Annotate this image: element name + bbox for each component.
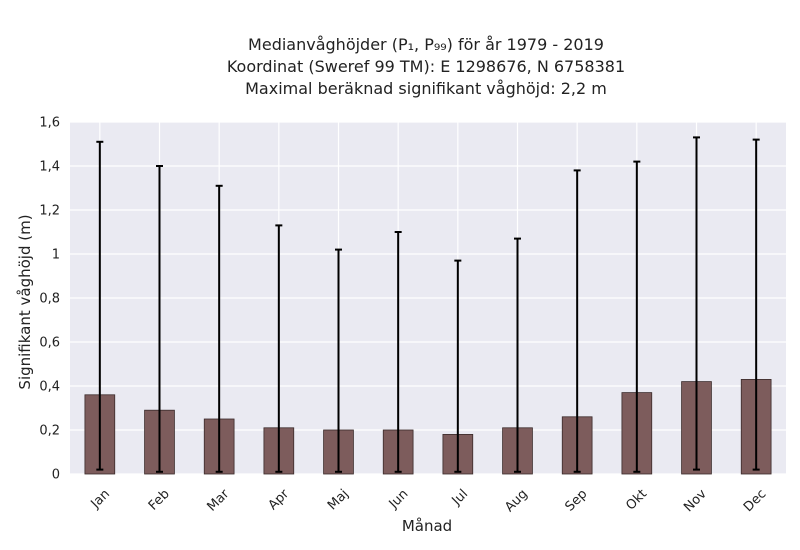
y-tick-label: 1 [52, 248, 60, 263]
x-tick-label: Maj [325, 487, 352, 514]
error-bar-aug [514, 237, 521, 473]
x-tick-labels: Jan Feb Mar Apr Maj Jun Jul Aug Sep Okt Nov Dec [88, 486, 770, 515]
y-axis-label: Signifikant våghöjd (m) [16, 214, 34, 389]
x-tick-label: Jul [449, 487, 471, 509]
y-tick-label: 1,4 [39, 160, 60, 175]
y-tick-label: 0,8 [39, 292, 60, 307]
y-tick-label: 1,6 [39, 116, 60, 131]
x-tick-label: Dec [741, 487, 769, 515]
x-axis-label: Månad [402, 517, 452, 535]
chart-title-line-1: Medianvåghöjder (P₁, P₉₉) för år 1979 - … [248, 35, 604, 54]
y-tick-label: 0 [52, 468, 60, 483]
error-bar-maj [335, 248, 342, 473]
x-tick-label: Feb [146, 487, 173, 514]
y-tick-labels: 0 0,2 0,4 0,6 0,8 1 1,2 1,4 1,6 [39, 116, 60, 483]
error-bar-feb [156, 165, 163, 473]
error-bar-apr [275, 224, 283, 473]
error-bar-jun [394, 231, 402, 473]
error-bar-sep [573, 169, 581, 473]
error-bar-okt [633, 160, 641, 473]
x-tick-label: Sep [562, 487, 590, 515]
error-bar-dec [752, 138, 760, 471]
x-tick-label: Nov [681, 486, 710, 515]
chart-title-line-3: Maximal beräknad signifikant våghöjd: 2,… [245, 79, 607, 98]
y-tick-label: 0,4 [39, 380, 60, 395]
y-tick-label: 0,6 [39, 336, 60, 351]
error-bar-jan [96, 140, 104, 471]
error-bar-jul [454, 259, 462, 473]
x-tick-label: Jan [88, 487, 113, 512]
x-tick-label: Apr [266, 486, 293, 513]
chart-title: Medianvåghöjder (P₁, P₉₉) för år 1979 - … [56, 34, 796, 100]
x-tick-label: Okt [623, 487, 650, 514]
error-bar-mar [215, 184, 223, 473]
x-tick-label: Aug [502, 487, 531, 516]
x-tick-label: Jun [386, 487, 412, 513]
error-bar-nov [693, 136, 700, 471]
error-bars [96, 136, 760, 473]
chart-title-line-2: Koordinat (Sweref 99 TM): E 1298676, N 6… [226, 57, 626, 76]
y-tick-label: 1,2 [39, 204, 60, 219]
x-tick-label: Mar [204, 486, 232, 514]
y-tick-label: 0,2 [39, 424, 60, 439]
